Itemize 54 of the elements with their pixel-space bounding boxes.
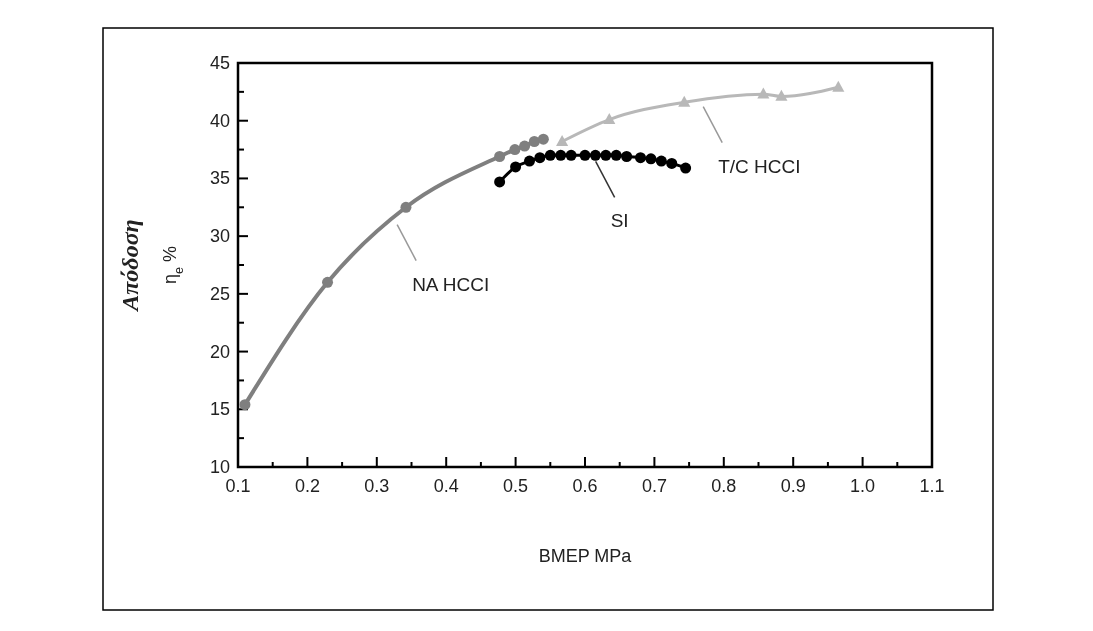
text: SI [610, 210, 629, 232]
point [600, 149, 612, 161]
point [666, 157, 678, 169]
point [322, 276, 334, 288]
x-tick-label: 0.1 [225, 476, 251, 496]
point [239, 399, 251, 411]
point [509, 144, 521, 156]
point [645, 153, 657, 165]
y-tick-label: 25 [209, 283, 230, 304]
x-tick-label: 0.8 [711, 476, 737, 496]
point [603, 112, 616, 124]
x-tick-label: 0.4 [433, 476, 459, 496]
x-tick-label: 0.9 [780, 476, 806, 496]
point [510, 161, 522, 173]
point [655, 155, 667, 167]
point [589, 149, 601, 161]
point [610, 149, 622, 161]
y-tick-label: 30 [209, 226, 230, 247]
x-tick-label: 0.2 [294, 476, 320, 496]
y-tick-label: 15 [209, 399, 230, 420]
point [635, 152, 647, 164]
point [565, 149, 577, 161]
point [519, 140, 531, 152]
text: T/C HCCI [718, 155, 801, 177]
point [523, 155, 535, 167]
point [494, 176, 506, 188]
y-tick-label: 10 [209, 457, 230, 477]
x-axis-title: BMEP MPa [538, 546, 633, 566]
point [775, 89, 788, 101]
point [678, 95, 691, 107]
x-tick-label: 1.0 [850, 476, 876, 496]
point [494, 151, 506, 162]
x-tick-label: 0.5 [503, 476, 529, 496]
point [544, 149, 556, 161]
y-tick-label: 20 [209, 341, 230, 362]
point [757, 87, 770, 99]
y-tick-label: 45 [209, 53, 230, 73]
point [621, 151, 633, 162]
point [680, 162, 692, 174]
point [528, 135, 540, 147]
y-tick-label: 35 [209, 168, 230, 189]
x-tick-label: 0.7 [641, 476, 667, 496]
point [832, 80, 845, 92]
point [556, 134, 569, 146]
x-tick-label: 1.1 [919, 476, 945, 496]
x-tick-label: 0.3 [364, 476, 390, 496]
point [537, 133, 549, 145]
point [555, 149, 567, 161]
y-tick-label: 40 [209, 110, 230, 131]
point [400, 201, 412, 213]
text: NA HCCI [412, 273, 490, 295]
x-tick-label: 0.6 [572, 476, 598, 496]
point [534, 152, 546, 164]
point [579, 149, 591, 161]
